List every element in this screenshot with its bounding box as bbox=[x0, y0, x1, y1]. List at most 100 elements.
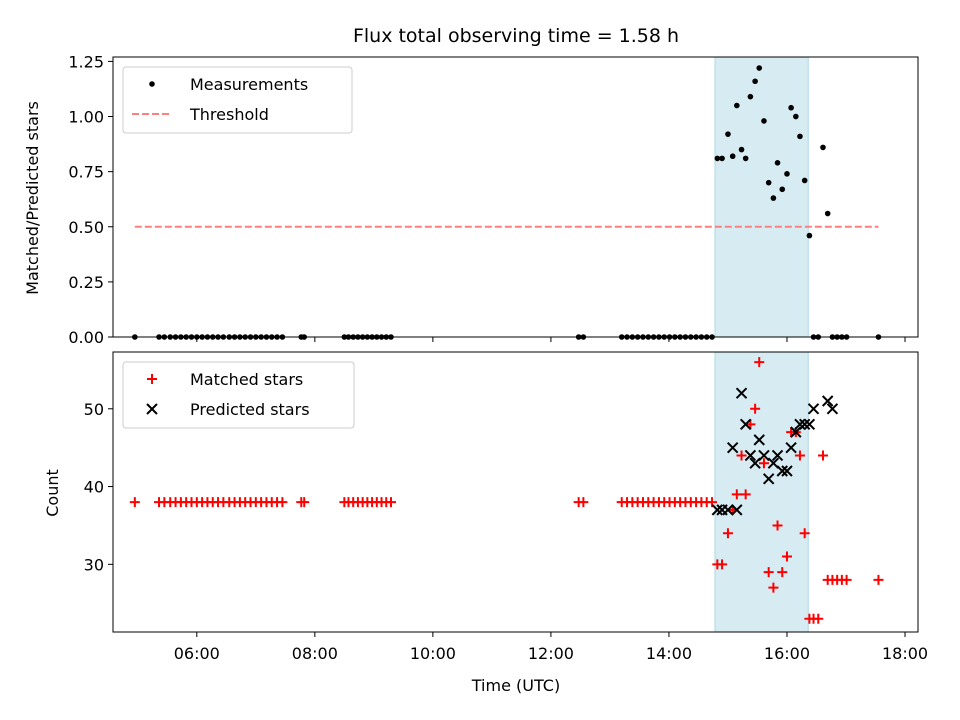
legend-entry-label: Threshold bbox=[189, 105, 269, 124]
bottom-y-tick-label: 30 bbox=[84, 555, 104, 574]
measurement-point bbox=[742, 155, 749, 162]
matched-star-point bbox=[781, 551, 792, 562]
predicted-star-point bbox=[807, 403, 820, 415]
matched-star-point bbox=[385, 497, 396, 508]
top-axes-frame bbox=[112, 56, 919, 338]
top-shaded-span bbox=[714, 56, 809, 338]
legend-matched-swatch bbox=[147, 374, 157, 384]
measurement-point bbox=[765, 179, 772, 186]
predicted-star-point bbox=[781, 465, 793, 477]
chart-title: Flux total observing time = 1.58 h bbox=[353, 25, 679, 47]
matched-star-point bbox=[717, 559, 728, 570]
top-y-tick-label: 0.50 bbox=[68, 218, 104, 237]
top-y-tick-label: 0.75 bbox=[68, 163, 104, 182]
predicted-star-point bbox=[722, 504, 734, 516]
measurement-point bbox=[801, 177, 808, 184]
top-panel: 0.00 0.25 0.50 0.75 1.00 1.25 Measurements Thre… bbox=[68, 52, 919, 347]
matched-star-point bbox=[277, 497, 288, 508]
x-tick-label: 10:00 bbox=[410, 644, 456, 663]
predicted-star-point bbox=[803, 418, 816, 431]
x-axis-label: Time (UTC) bbox=[471, 676, 560, 695]
matched-star-point bbox=[873, 574, 884, 585]
legend-entry-label: Measurements bbox=[190, 75, 308, 94]
matched-star-point bbox=[794, 450, 805, 461]
matched-star-point bbox=[813, 613, 824, 624]
predicted-star-point bbox=[794, 418, 806, 431]
predicted-star-point bbox=[758, 449, 770, 462]
predicted-star-point bbox=[744, 449, 757, 462]
matched-star-point bbox=[799, 528, 810, 539]
x-tick-label: 18:00 bbox=[882, 644, 928, 663]
bottom-panel: 30 40 50 06:00 08:00 10:00 12:00 14:00 16:00 18:0… bbox=[84, 351, 928, 663]
matched-star-point bbox=[777, 567, 788, 578]
matched-star-point bbox=[772, 520, 783, 531]
measurement-point bbox=[774, 160, 781, 166]
top-y-tick-label: 1.25 bbox=[68, 52, 104, 71]
x-tick-label: 14:00 bbox=[646, 644, 692, 663]
predicted-star-point bbox=[711, 504, 724, 516]
top-y-axis-label: Matched/Predicted stars bbox=[23, 101, 42, 295]
legend-measurements-swatch bbox=[149, 81, 155, 87]
matched-star-point bbox=[129, 497, 140, 508]
legend-entry-label: Predicted stars bbox=[190, 400, 310, 419]
matched-star-point bbox=[722, 528, 733, 539]
measurement-point bbox=[734, 102, 740, 109]
predicted-star-point bbox=[776, 465, 788, 477]
measurement-point bbox=[806, 232, 813, 239]
measurement-point bbox=[725, 131, 731, 137]
measurement-point bbox=[793, 113, 799, 120]
predicted-star-point bbox=[826, 403, 839, 415]
measurement-point bbox=[747, 93, 754, 100]
matched-star-point bbox=[299, 497, 310, 508]
x-tick-label: 06:00 bbox=[174, 644, 220, 663]
predicted-star-point bbox=[731, 504, 743, 516]
measurement-point bbox=[714, 155, 721, 162]
matched-star-point bbox=[578, 497, 589, 508]
top-legend-box bbox=[122, 66, 353, 134]
predicted-star-point bbox=[771, 449, 784, 462]
matched-star-point bbox=[731, 489, 742, 500]
bottom-shaded-span bbox=[714, 351, 809, 633]
predicted-star-point bbox=[821, 395, 834, 407]
matched-star-point bbox=[758, 458, 769, 469]
legend-entry-label: Matched stars bbox=[190, 370, 303, 389]
bottom-y-axis-label: Count bbox=[43, 469, 62, 517]
predicted-star-point bbox=[735, 387, 748, 399]
predicted-star-point bbox=[798, 418, 811, 431]
measurement-point bbox=[761, 118, 767, 124]
predicted-star-point bbox=[785, 441, 797, 454]
measurement-point bbox=[738, 146, 745, 153]
top-y-tick-label: 0.00 bbox=[68, 328, 104, 347]
matched-star-point bbox=[768, 582, 779, 593]
measurement-point bbox=[797, 133, 803, 140]
top-legend: Measurements Threshold bbox=[122, 66, 353, 134]
measurement-point bbox=[770, 195, 777, 201]
measurement-point bbox=[752, 78, 758, 85]
bottom-y-tick-label: 40 bbox=[84, 478, 104, 497]
bottom-legend-box bbox=[122, 361, 355, 429]
top-y-tick-label: 1.00 bbox=[68, 108, 104, 127]
measurement-point bbox=[820, 144, 826, 151]
matched-star-point bbox=[817, 450, 828, 461]
matched-star-point bbox=[754, 357, 765, 368]
matched-star-point bbox=[736, 450, 747, 461]
predicted-star-point bbox=[726, 441, 739, 454]
measurement-point bbox=[729, 153, 736, 160]
matched-star-point bbox=[841, 574, 852, 585]
x-tick-label: 12:00 bbox=[528, 644, 574, 663]
matched-star-point bbox=[763, 567, 774, 578]
bottom-axes-frame bbox=[112, 351, 919, 633]
matched-star-point bbox=[740, 489, 751, 500]
matched-star-point bbox=[750, 403, 761, 414]
x-tick-label: 08:00 bbox=[292, 644, 338, 663]
predicted-star-point bbox=[753, 434, 765, 446]
x-tick-label: 16:00 bbox=[764, 644, 810, 663]
measurement-point bbox=[824, 210, 831, 217]
predicted-star-point bbox=[762, 473, 775, 485]
measurement-point bbox=[784, 171, 790, 177]
measurement-point bbox=[788, 104, 794, 111]
predicted-star-point bbox=[739, 418, 752, 431]
measurement-point bbox=[756, 65, 763, 71]
legend-predicted-swatch bbox=[146, 403, 158, 415]
